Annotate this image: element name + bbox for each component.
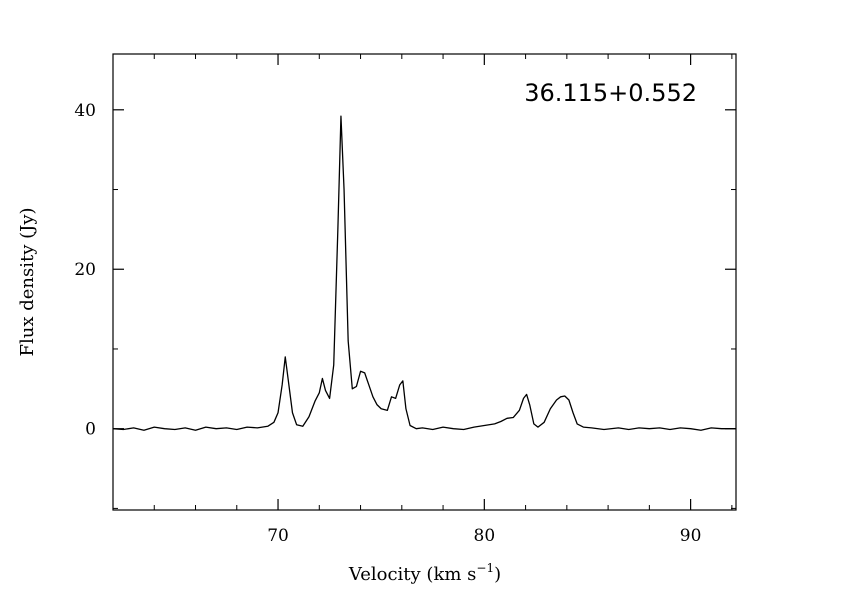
spectrum-line xyxy=(112,115,736,431)
y-tick-label: 40 xyxy=(74,101,96,121)
x-tick-label: 70 xyxy=(267,526,289,546)
x-axis-title-superscript: −1 xyxy=(476,561,494,575)
plot-frame xyxy=(112,53,737,511)
minor-ticks xyxy=(112,54,736,510)
y-tick-labels: 0 20 40 xyxy=(74,101,96,440)
major-ticks xyxy=(113,54,736,510)
chart-title: 36.115+0.552 xyxy=(524,79,697,107)
x-axis-title: Velocity (km s−1) xyxy=(348,561,501,585)
y-axis-title: Flux density (Jy) xyxy=(17,207,38,356)
x-tick-labels: 70 80 90 xyxy=(267,526,701,546)
x-tick-label: 80 xyxy=(474,526,496,546)
y-tick-label: 20 xyxy=(74,260,96,280)
y-tick-label: 0 xyxy=(85,420,96,440)
x-tick-label: 90 xyxy=(680,526,702,546)
